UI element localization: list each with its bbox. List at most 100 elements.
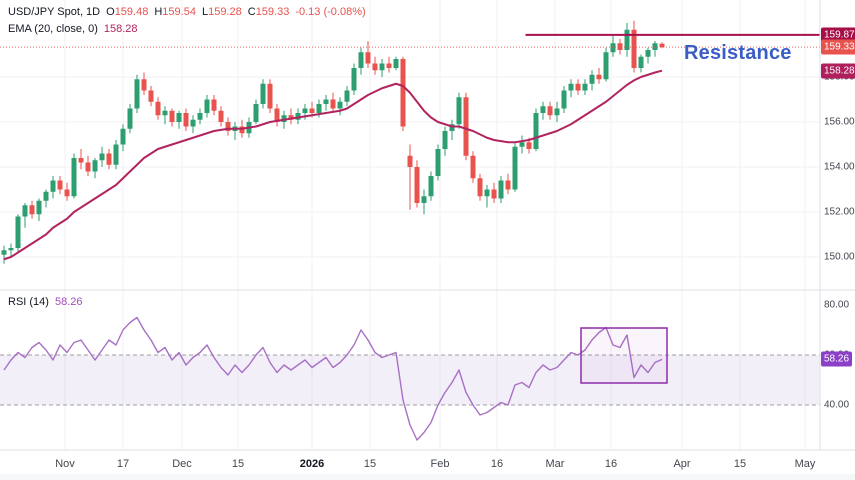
candle-body	[400, 59, 406, 127]
ohlc-low: L 159.28	[201, 6, 242, 18]
price-badge: 159.33	[821, 39, 855, 55]
candle	[71, 153, 77, 199]
candle-body	[610, 43, 616, 53]
candle-body	[127, 108, 133, 129]
candle	[197, 108, 203, 125]
candle	[120, 124, 126, 152]
candle-body	[190, 119, 196, 127]
candle	[491, 182, 497, 203]
time-axis-tick: Nov	[55, 458, 75, 470]
time-axis-tick: Apr	[673, 458, 691, 470]
candle-body	[435, 149, 441, 176]
candle	[169, 108, 175, 127]
price-badge: 158.28	[821, 63, 855, 79]
candle	[484, 185, 490, 208]
rsi-legend-label[interactable]: RSI (14)	[8, 296, 49, 308]
candle	[50, 176, 56, 199]
candle-body	[211, 99, 217, 111]
candle-body	[379, 63, 385, 71]
candle-body	[449, 124, 455, 131]
rsi-legend-value: 58.26	[54, 296, 83, 308]
candle	[183, 108, 189, 131]
candle-body	[99, 153, 105, 161]
ema-legend-label[interactable]: EMA (20, close, 0)	[8, 23, 98, 35]
symbol-title[interactable]: USD/JPY Spot, 1D	[8, 6, 101, 18]
candle-body	[113, 144, 119, 165]
candle-body	[421, 196, 427, 203]
candle-body	[638, 56, 644, 68]
candle-body	[477, 178, 483, 197]
candle-body	[519, 142, 525, 147]
candle	[274, 104, 280, 127]
change-value: -0.13 (-0.08%)	[295, 6, 366, 18]
candle-body	[309, 108, 315, 113]
candle-body	[337, 101, 343, 109]
candle	[442, 126, 448, 156]
candle-body	[197, 113, 203, 120]
candle	[645, 47, 651, 64]
candle	[190, 115, 196, 134]
candle	[232, 122, 238, 140]
candle-body	[512, 146, 518, 190]
candle-body	[148, 90, 154, 102]
candle	[470, 151, 476, 183]
candle-body	[407, 155, 413, 167]
time-axis-tick: 16	[604, 458, 618, 470]
ohlc-high: H 159.54	[154, 6, 196, 18]
candle-body	[589, 74, 595, 84]
price-axis-label: 156.00	[824, 116, 855, 128]
candle	[36, 198, 42, 221]
candle	[561, 86, 567, 113]
candle	[99, 146, 105, 167]
candle-body	[491, 189, 497, 199]
candle	[407, 144, 413, 210]
candle-body	[295, 113, 301, 120]
candle	[498, 176, 504, 203]
candle	[547, 101, 553, 120]
candle	[603, 47, 609, 82]
candle-body	[274, 108, 280, 122]
price-badge: 159.87	[821, 27, 855, 43]
ema-line	[3, 69, 663, 261]
candle-body	[43, 191, 49, 201]
candle	[610, 34, 616, 57]
candle-body	[169, 110, 175, 122]
rsi-line	[3, 316, 663, 441]
candle-body	[442, 131, 448, 149]
rsi-box-annotation[interactable]	[580, 327, 668, 384]
time-axis-tick: 15	[363, 458, 377, 470]
candle-body	[50, 180, 56, 192]
candle-body	[8, 248, 14, 251]
candle-body	[344, 90, 350, 102]
candle-body	[645, 50, 651, 57]
candle	[540, 101, 546, 120]
candle-body	[568, 83, 574, 91]
candle	[533, 108, 539, 152]
candle-body	[456, 97, 462, 125]
candle	[43, 189, 49, 208]
candle-body	[386, 63, 392, 68]
candle	[568, 79, 574, 98]
resistance-text-annotation[interactable]: Resistance	[684, 42, 792, 64]
time-axis-tick: 17	[116, 458, 130, 470]
candle-body	[596, 74, 602, 80]
candle-body	[176, 113, 182, 122]
candle	[176, 110, 182, 129]
candle-body	[603, 52, 609, 80]
candle-body	[414, 167, 420, 203]
candle	[379, 59, 385, 77]
candle-body	[365, 52, 371, 64]
candle-body	[204, 99, 210, 113]
candle-body	[323, 99, 329, 104]
candle-body	[582, 83, 588, 91]
candle-body	[470, 155, 476, 179]
ohlc-open: O 159.48	[106, 6, 149, 18]
candle-body	[575, 83, 581, 91]
candle	[1, 245, 7, 264]
candle-body	[92, 160, 98, 172]
candle-body	[225, 122, 231, 131]
candle-body	[547, 106, 553, 116]
candle	[113, 140, 119, 170]
